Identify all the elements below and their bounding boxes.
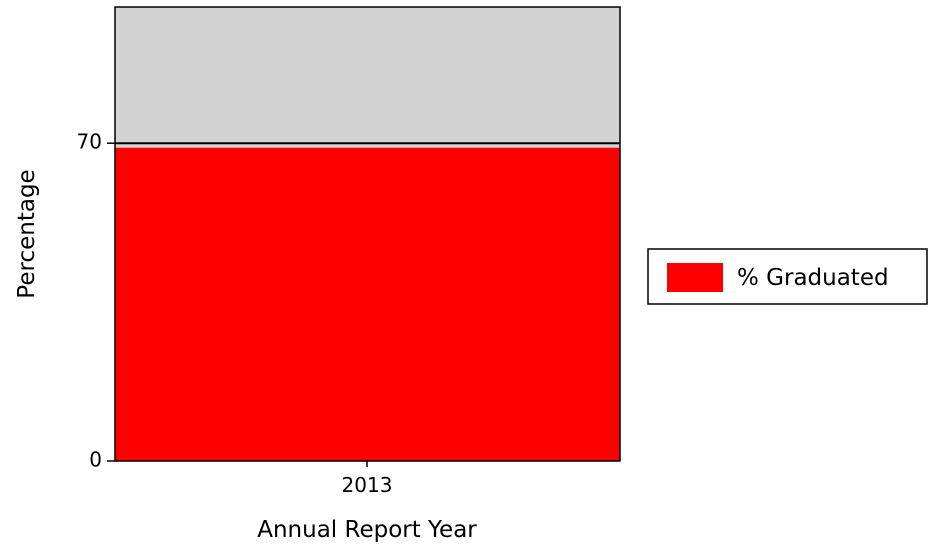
legend-swatch-graduated [667, 263, 723, 292]
y-tick-label-70: 70 [77, 130, 102, 154]
x-axis-title: Annual Report Year [257, 517, 477, 543]
legend-label-graduated: % Graduated [737, 265, 889, 291]
y-axis-title: Percentage [14, 169, 40, 298]
bar-2013 [115, 147, 620, 462]
x-tick-label-2013: 2013 [342, 473, 393, 497]
legend: % Graduated [647, 248, 928, 305]
y-tick-label-0: 0 [89, 448, 102, 472]
